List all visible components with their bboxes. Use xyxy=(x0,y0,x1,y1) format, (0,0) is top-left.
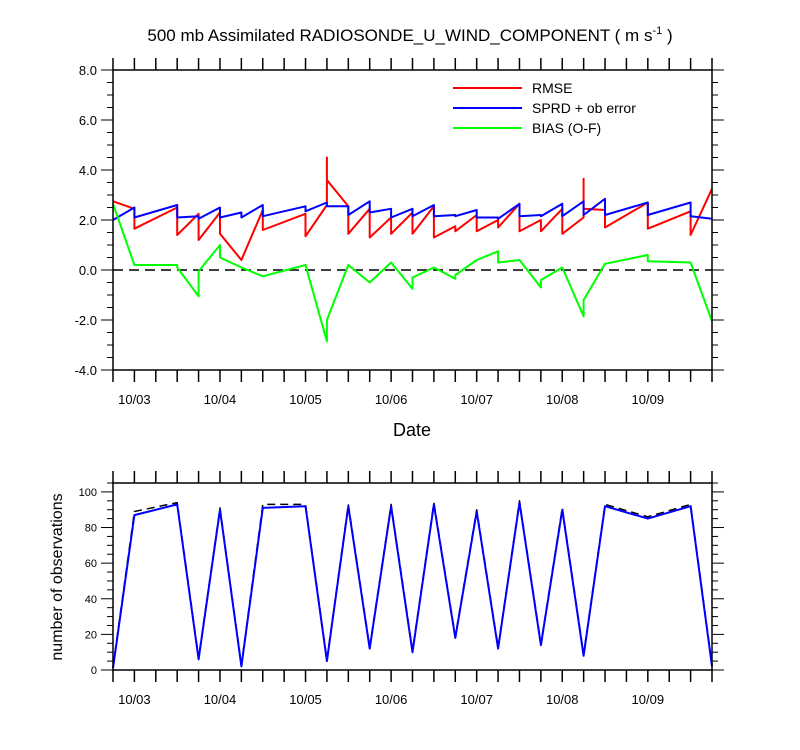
bottom-series-group xyxy=(112,500,713,669)
legend-label-sprd: SPRD + ob error xyxy=(532,100,636,116)
bottom-plot-frame xyxy=(112,482,713,671)
chart-title: 500 mb Assimilated RADIOSONDE_U_WIND_COM… xyxy=(147,25,672,45)
series-line-sprd xyxy=(112,197,713,221)
ytick-label: 80 xyxy=(85,523,97,535)
xtick-label: 10/06 xyxy=(375,392,408,407)
ytick-label: -4.0 xyxy=(75,363,97,378)
ytick-label: 0.0 xyxy=(79,263,97,278)
top-panel: 8.06.04.02.00.0-2.0-4.0 10/03 10/04 10/05 1… xyxy=(75,58,724,440)
series-line-obs_used xyxy=(112,501,713,669)
xtick-label: 10/05 xyxy=(289,692,322,707)
ytick-label: 100 xyxy=(79,487,97,499)
top-ytick-labels: 8.0 6.0 4.0 2.0 0.0 -2.0 -4.0 xyxy=(75,63,97,378)
top-xtick-labels: 10/03 10/04 10/05 10/06 10/07 10/08 10/09 xyxy=(118,392,664,407)
xtick-label: 10/04 xyxy=(204,692,237,707)
series-line-bias xyxy=(112,203,713,343)
ytick-label: 60 xyxy=(85,558,97,570)
series-line-rmse xyxy=(112,156,713,261)
top-plot-frame xyxy=(112,69,713,371)
legend-label-bias: BIAS (O-F) xyxy=(532,120,601,136)
xtick-label: 10/07 xyxy=(460,692,493,707)
ytick-label: 0 xyxy=(91,665,97,677)
xtick-label: 10/08 xyxy=(546,692,579,707)
ytick-label: 40 xyxy=(85,594,97,606)
ytick-label: 8.0 xyxy=(79,63,97,78)
xtick-label: 10/09 xyxy=(632,692,665,707)
legend: RMSE SPRD + ob error BIAS (O-F) xyxy=(453,80,636,136)
ytick-label: -2.0 xyxy=(75,313,97,328)
legend-label-rmse: RMSE xyxy=(532,80,572,96)
top-axis-ticks xyxy=(101,58,724,382)
series-line-obs_possible xyxy=(112,500,713,667)
top-series-group xyxy=(112,156,713,343)
xtick-label: 10/06 xyxy=(375,692,408,707)
ytick-label: 6.0 xyxy=(79,113,97,128)
xtick-label: 10/05 xyxy=(289,392,322,407)
ytick-label: 4.0 xyxy=(79,163,97,178)
xtick-label: 10/04 xyxy=(204,392,237,407)
xtick-label: 10/08 xyxy=(546,392,579,407)
ytick-label: 20 xyxy=(85,629,97,641)
ytick-label: 2.0 xyxy=(79,213,97,228)
bottom-ylabel: number of observations xyxy=(49,493,66,660)
xtick-label: 10/03 xyxy=(118,392,151,407)
xtick-label: 10/03 xyxy=(118,692,151,707)
top-xlabel: Date xyxy=(393,420,431,440)
bottom-ytick-labels: 100 80 60 40 20 0 xyxy=(79,487,97,677)
bottom-axis-ticks xyxy=(101,471,724,682)
xtick-label: 10/09 xyxy=(632,392,665,407)
xtick-label: 10/07 xyxy=(460,392,493,407)
bottom-xtick-labels: 10/03 10/04 10/05 10/06 10/07 10/08 10/09 xyxy=(118,692,664,707)
